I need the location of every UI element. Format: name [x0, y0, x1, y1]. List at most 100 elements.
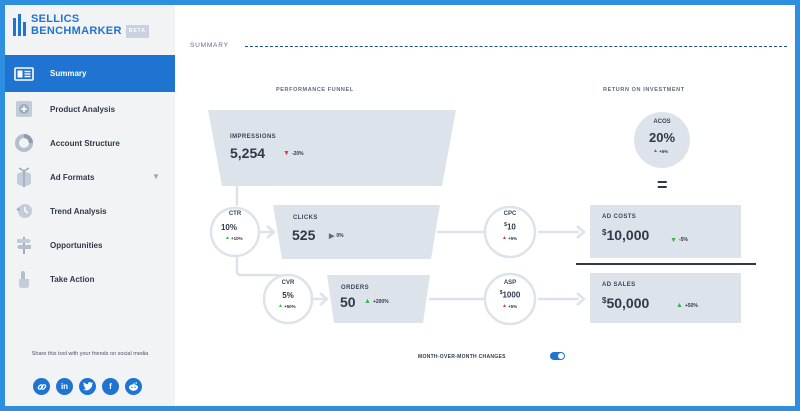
up-arrow-icon: ▲	[364, 298, 371, 305]
ad-sales-label: AD SALES	[602, 282, 636, 288]
product-box-icon	[13, 98, 35, 120]
up-arrow-red-icon: ▲	[502, 303, 507, 309]
change-text: +50%	[684, 302, 698, 309]
value-text: 50,000	[606, 295, 650, 311]
cvr-change: ▲ +50%	[278, 303, 296, 309]
change-text: +5%	[507, 235, 518, 241]
ad-costs-box	[590, 205, 741, 258]
link-icon[interactable]	[33, 378, 50, 395]
social-buttons: in f	[33, 378, 142, 395]
impressions-value: 5,254	[230, 145, 266, 161]
ctr-value: 10%	[220, 223, 237, 232]
cvr-value: 5%	[282, 291, 294, 300]
pointer-hand-icon	[13, 268, 35, 290]
cvr-label: CVR	[281, 280, 295, 286]
sidebar-item-opportunities[interactable]: Opportunities	[5, 228, 175, 262]
currency-symbol: $	[504, 222, 507, 228]
asp-circle	[483, 272, 537, 326]
title-divider	[245, 46, 787, 47]
beta-badge: BETA	[125, 25, 149, 38]
sidebar-item-product-analysis[interactable]: Product Analysis	[5, 92, 175, 126]
currency-symbol: $	[602, 228, 607, 237]
reddit-icon[interactable]	[125, 378, 142, 395]
down-arrow-icon: ▼	[283, 150, 290, 157]
sidebar-item-ad-formats[interactable]: Ad Formats ▼	[5, 160, 175, 194]
sidebar-item-label: Take Action	[50, 274, 95, 284]
currency-symbol: $	[499, 290, 503, 296]
sidebar-item-trend-analysis[interactable]: Trend Analysis	[5, 194, 175, 228]
sidebar-item-take-action[interactable]: Take Action	[5, 262, 175, 296]
sidebar: SELLICS BENCHMARKER BETA Summary Product …	[5, 5, 175, 406]
value-text: 10	[506, 222, 516, 232]
cpc-change: ▲ +5%	[502, 235, 517, 241]
orders-change: ▲ +200%	[364, 298, 389, 305]
page-title: SUMMARY	[190, 42, 229, 49]
up-arrow-red-icon: ▲	[653, 148, 658, 154]
asp-label: ASP	[503, 280, 517, 286]
structure-ring-icon	[13, 132, 35, 154]
sidebar-nav: Summary Product Analysis Account Structu…	[5, 55, 175, 296]
impressions-change: ▼ -20%	[283, 150, 304, 157]
summary-card-icon	[13, 63, 35, 85]
equals-sign: =	[657, 175, 668, 195]
change-text: +200%	[372, 298, 389, 305]
ctr-change: ▲ +10%	[225, 235, 243, 241]
change-text: -5%	[678, 236, 688, 243]
change-text: +5%	[658, 148, 669, 154]
acos-label: ACOS	[653, 119, 671, 125]
impressions-box	[208, 110, 456, 186]
change-text: 0%	[336, 233, 344, 239]
mom-toggle[interactable]	[550, 352, 565, 360]
up-arrow-icon: ▲	[225, 235, 230, 241]
twitter-icon[interactable]	[79, 378, 96, 395]
down-arrow-green-icon: ▲	[670, 236, 677, 243]
cpc-value: $10	[486, 222, 534, 232]
app-frame: SELLICS BENCHMARKER BETA Summary Product …	[5, 5, 795, 406]
brand-product: BENCHMARKER	[31, 25, 122, 37]
chevron-down-icon[interactable]: ▼	[152, 172, 160, 181]
cvr-circle	[262, 273, 314, 325]
change-text: -20%	[291, 150, 304, 157]
acos-value: 20%	[648, 130, 676, 145]
clicks-value: 525	[292, 227, 316, 243]
gift-box-icon	[13, 166, 35, 188]
up-arrow-icon: ▲	[676, 302, 683, 309]
logo-bars-icon	[13, 14, 26, 36]
linkedin-icon[interactable]: in	[56, 378, 73, 395]
sidebar-item-label: Opportunities	[50, 240, 103, 250]
change-text: +10%	[230, 235, 243, 241]
asp-change: ▲ +5%	[502, 303, 517, 309]
trend-clock-icon	[13, 200, 35, 222]
currency-symbol: $	[602, 296, 607, 305]
flat-arrow-icon: ▶	[329, 233, 335, 240]
orders-label: ORDERS	[341, 285, 370, 291]
ad-costs-label: AD COSTS	[602, 214, 637, 220]
cpc-circle	[483, 205, 537, 259]
acos-circle	[634, 112, 690, 168]
up-arrow-red-icon: ▲	[502, 235, 507, 241]
ad-sales-change: ▲ +50%	[676, 302, 698, 309]
sidebar-item-account-structure[interactable]: Account Structure	[5, 126, 175, 160]
ad-costs-value: $10,000	[602, 227, 649, 243]
sidebar-item-label: Summary	[50, 69, 87, 78]
share-text: Share this tool with your friends on soc…	[31, 351, 149, 357]
roi-title: RETURN ON INVESTMENT	[603, 87, 685, 93]
signpost-icon	[13, 234, 35, 256]
sidebar-item-label: Product Analysis	[50, 104, 116, 114]
orders-value: 50	[340, 294, 356, 310]
sidebar-item-summary[interactable]: Summary	[5, 55, 175, 92]
clicks-change: ▶ 0%	[329, 232, 344, 240]
sidebar-item-label: Ad Formats	[50, 172, 95, 182]
change-text: +50%	[283, 303, 296, 309]
ad-sales-box	[590, 273, 741, 323]
facebook-icon[interactable]: f	[102, 378, 119, 395]
brand-logo[interactable]: SELLICS BENCHMARKER BETA	[13, 14, 149, 38]
impressions-label: IMPRESSIONS	[230, 134, 277, 140]
sidebar-item-label: Account Structure	[50, 138, 120, 148]
value-text: 10,000	[606, 227, 650, 243]
acos-change: ▲ +5%	[653, 148, 668, 154]
ad-costs-change: ▲ -5%	[670, 236, 688, 243]
clicks-box	[273, 205, 440, 259]
funnel-graphic	[208, 110, 756, 326]
ad-sales-value: $50,000	[602, 295, 649, 311]
